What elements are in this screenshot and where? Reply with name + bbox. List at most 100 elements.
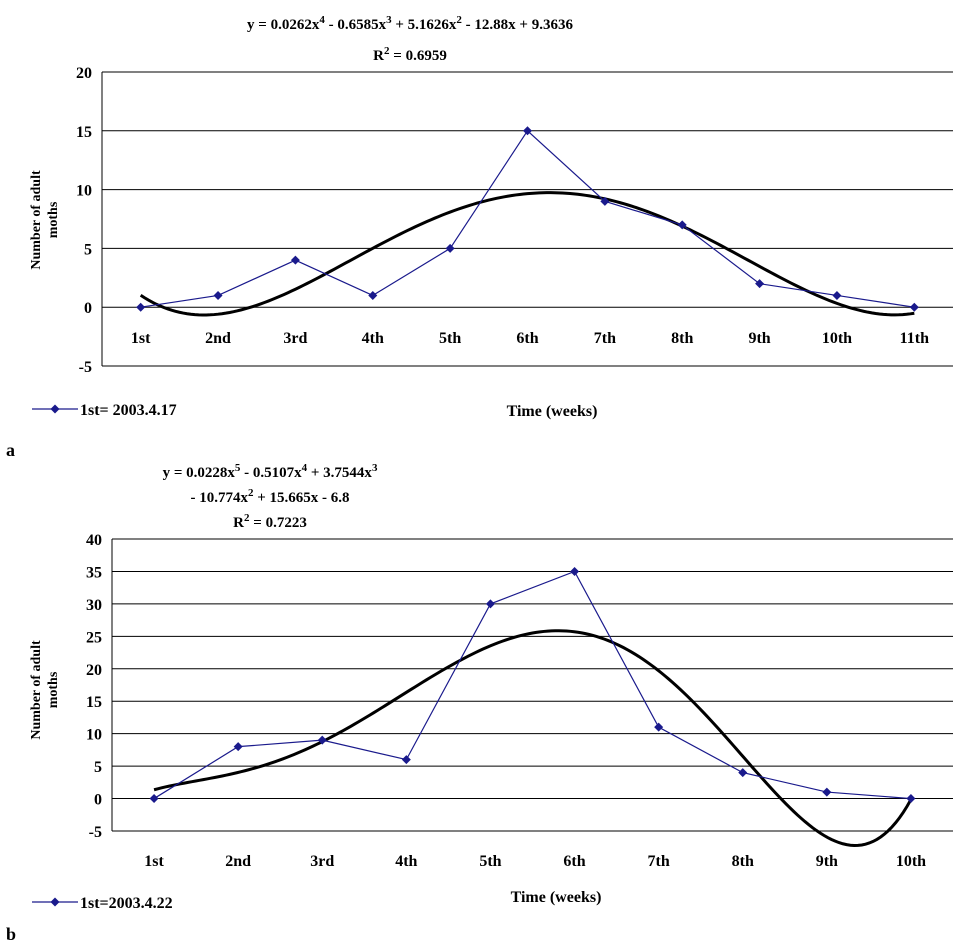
y-axis-label-line: moths — [46, 201, 61, 238]
series-line — [153, 570, 911, 800]
equation-superscript: 2 — [456, 14, 462, 26]
y-tick-label: 5 — [94, 759, 102, 776]
equation-segment: - 0.6585x — [325, 17, 387, 33]
data-point — [317, 735, 327, 745]
trendline-equation: R2 = 0.6959 — [373, 45, 447, 64]
trendline — [153, 629, 913, 847]
data-point — [832, 290, 842, 300]
x-tick-label: 8th — [732, 853, 754, 870]
equation-superscript: 4 — [319, 14, 325, 26]
legend-label: 1st=2003.4.22 — [80, 895, 173, 912]
equation-superscript: 4 — [302, 462, 308, 474]
y-axis-label: Number of adult moths — [29, 640, 61, 740]
equation-superscript: 2 — [384, 45, 390, 57]
y-tick-label: 30 — [86, 597, 102, 614]
equation-superscript: 5 — [235, 462, 241, 474]
chart-panel-a: 20 15 10 5 0 -5 1st 2nd 3rd 4th 5th 6th 7th 8th 9th 10t… — [6, 14, 953, 460]
legend-marker — [50, 897, 60, 907]
data-point — [906, 794, 916, 804]
x-tick-label: 9th — [816, 853, 838, 870]
equation-segment: R — [233, 515, 244, 531]
equation-segment: R — [373, 48, 384, 64]
x-tick-label: 11th — [900, 330, 929, 347]
equation-segment: + 3.7544x — [307, 465, 372, 481]
equation-superscript: 2 — [248, 487, 254, 499]
x-tick-label: 9th — [748, 330, 770, 347]
data-point — [738, 768, 748, 778]
trendline-equation: - 10.774x2 + 15.665x - 6.8 — [190, 487, 349, 506]
x-tick-label: 10th — [822, 330, 852, 347]
equation-segment: y = 0.0228x — [163, 465, 236, 481]
y-tick-label: 0 — [94, 792, 102, 809]
y-tick-label: 0 — [84, 300, 92, 317]
x-tick-label: 6th — [516, 330, 538, 347]
x-tick-label: 6th — [563, 853, 585, 870]
y-tick-label: 10 — [86, 727, 102, 744]
equation-segment: y = 0.0262x — [247, 17, 320, 33]
data-point — [570, 566, 580, 576]
y-tick-label: -5 — [89, 824, 102, 841]
data-point — [654, 722, 664, 732]
equation-segment: + 15.665x - 6.8 — [253, 490, 349, 506]
data-point — [523, 126, 532, 136]
x-tick-label: 5th — [439, 330, 461, 347]
x-tick-label: 2nd — [205, 330, 231, 347]
y-tick-label: 20 — [76, 65, 92, 82]
x-tick-label: 3rd — [283, 330, 307, 347]
data-point — [600, 196, 610, 206]
x-tick-label: 5th — [479, 853, 501, 870]
y-tick-label: 10 — [76, 183, 92, 200]
trendline-equation: R2 = 0.7223 — [233, 512, 307, 531]
x-axis-label: Time (weeks) — [511, 889, 602, 906]
data-point — [677, 220, 687, 230]
y-axis-label-line: Number of adult — [29, 170, 44, 270]
y-axis-label: Number of adult moths — [29, 170, 61, 270]
y-tick-label: -5 — [79, 359, 92, 376]
data-point — [401, 755, 411, 765]
x-tick-label: 1st — [144, 853, 164, 870]
y-tick-label: 35 — [86, 564, 102, 581]
legend-label: 1st= 2003.4.17 — [80, 402, 177, 419]
y-tick-label: 15 — [86, 694, 102, 711]
y-tick-label: 15 — [76, 124, 92, 141]
y-axis-label-line: Number of adult — [29, 640, 44, 740]
y-tick-label: 5 — [84, 241, 92, 258]
panel-label: b — [6, 924, 16, 944]
y-tick-label: 25 — [86, 629, 102, 646]
data-point — [233, 742, 243, 752]
trendline — [139, 191, 915, 317]
y-axis-label-line: moths — [46, 671, 61, 708]
trendline-equation: y = 0.0228x5 - 0.5107x4 + 3.7544x3 — [163, 462, 378, 481]
data-point — [445, 243, 455, 253]
equation-segment: = 0.7223 — [250, 515, 307, 531]
data-point — [368, 290, 378, 300]
legend-marker — [50, 404, 60, 414]
x-tick-label: 7th — [594, 330, 616, 347]
x-tick-label: 2nd — [225, 853, 251, 870]
equation-segment: + 5.1626x — [392, 17, 457, 33]
data-point — [149, 794, 159, 804]
x-axis-label: Time (weeks) — [507, 403, 598, 420]
x-tick-label: 4th — [362, 330, 384, 347]
equation-superscript: 3 — [372, 462, 378, 474]
equation-segment: - 10.774x — [190, 490, 248, 506]
data-point — [136, 302, 146, 312]
equation-segment: - 0.5107x — [240, 465, 302, 481]
series-line — [140, 129, 915, 308]
trendline-equation: y = 0.0262x4 - 0.6585x3 + 5.1626x2 - 12.… — [247, 14, 573, 33]
data-point — [290, 255, 300, 265]
panel-label: a — [6, 440, 15, 460]
equation-segment: = 0.6959 — [390, 48, 447, 64]
x-tick-label: 4th — [395, 853, 417, 870]
equation-superscript: 2 — [244, 512, 250, 524]
x-tick-label: 1st — [131, 330, 151, 347]
data-point — [213, 290, 223, 300]
data-point — [822, 787, 832, 797]
data-point — [755, 279, 765, 289]
y-tick-label: 40 — [86, 532, 102, 549]
equation-superscript: 3 — [386, 14, 392, 26]
equation-segment: - 12.88x + 9.3636 — [462, 17, 574, 33]
x-tick-label: 7th — [648, 853, 670, 870]
